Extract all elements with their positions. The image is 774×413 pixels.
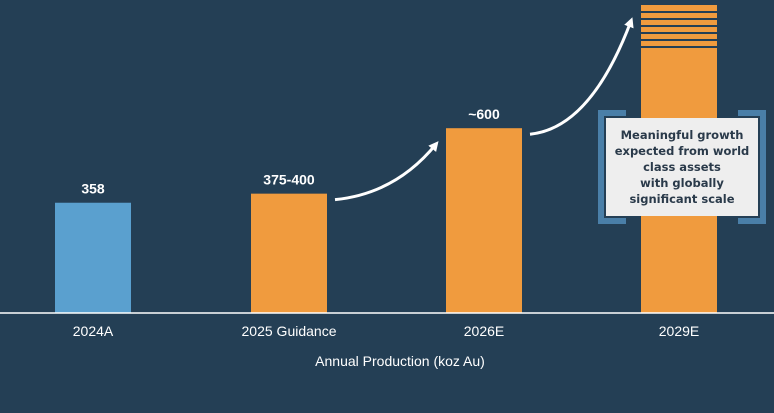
x-axis-title: Annual Production (koz Au)	[315, 353, 485, 369]
bar-2	[446, 128, 522, 313]
x-tick-label: 2024A	[73, 323, 114, 339]
callout-bracket-right	[738, 110, 766, 224]
growth-arrow	[529, 17, 634, 136]
callout-bracket-left	[598, 110, 626, 224]
x-tick-label: 2029E	[659, 323, 699, 339]
data-label: 358	[81, 181, 105, 197]
callout-box: Meaningful growth expected from world cl…	[606, 118, 758, 216]
x-tick-label: 2026E	[464, 323, 504, 339]
x-tick-label: 2025 Guidance	[242, 323, 337, 339]
bar-0	[55, 202, 131, 313]
growth-arrow	[334, 141, 439, 202]
data-label: 375-400	[263, 172, 315, 188]
growth-callout: Meaningful growth expected from world cl…	[598, 110, 766, 224]
bar-1	[251, 193, 327, 313]
callout-text: Meaningful growth expected from world cl…	[614, 128, 750, 206]
data-label: ~600	[468, 106, 500, 122]
